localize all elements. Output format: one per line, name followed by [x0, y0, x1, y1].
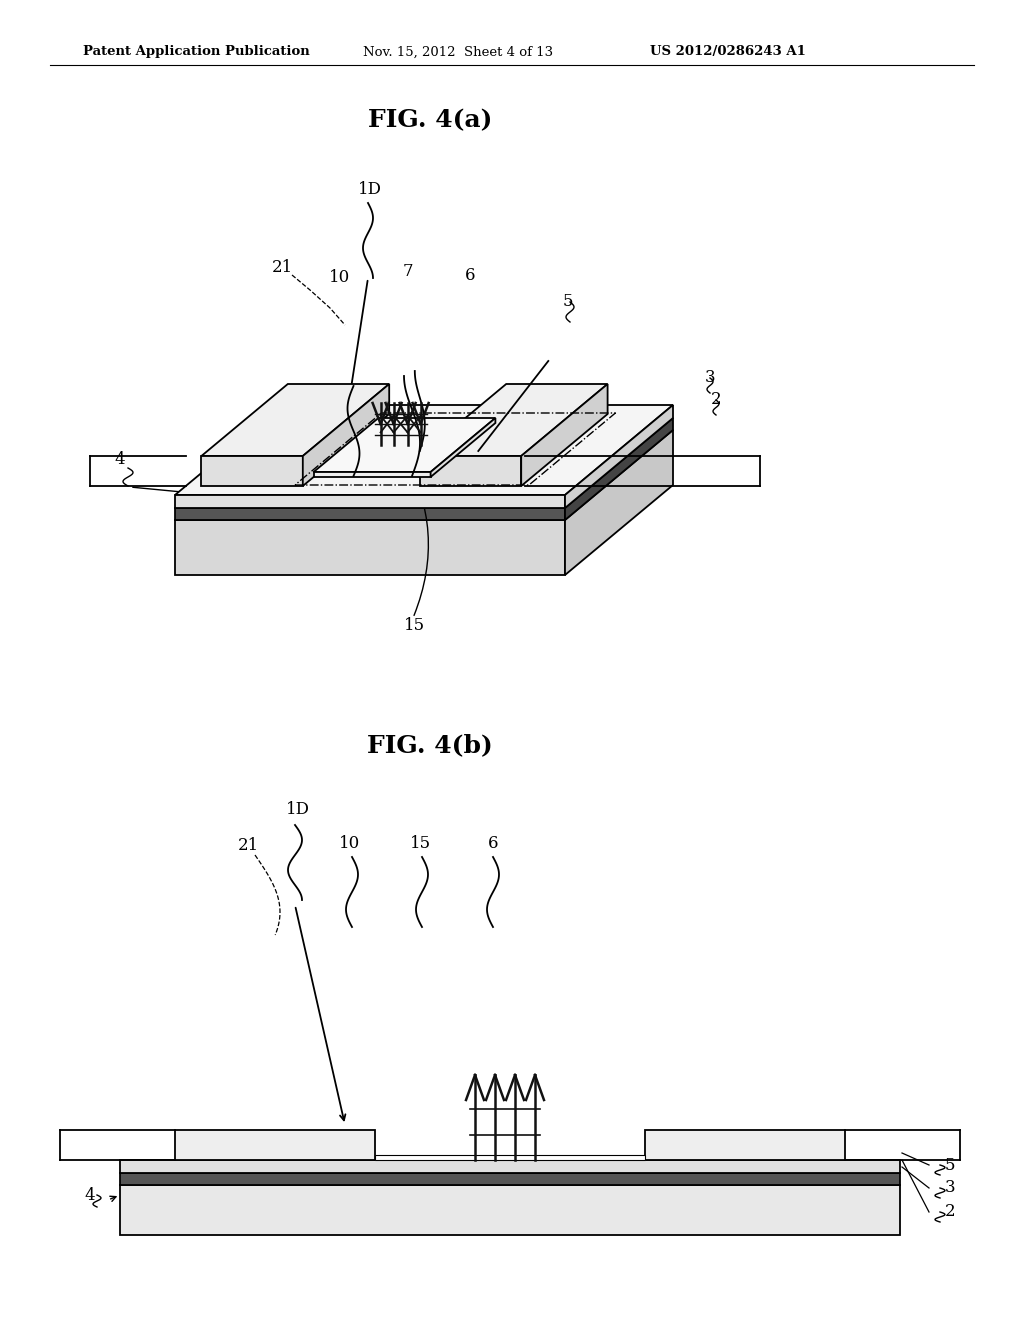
Polygon shape	[175, 520, 565, 576]
Text: 1D: 1D	[286, 801, 310, 818]
Text: 10: 10	[330, 269, 350, 286]
Text: 6: 6	[465, 268, 475, 285]
Text: 6: 6	[487, 834, 499, 851]
Text: 3: 3	[945, 1180, 955, 1196]
Polygon shape	[521, 384, 607, 486]
Text: 15: 15	[410, 834, 430, 851]
Polygon shape	[175, 495, 565, 508]
Text: 4: 4	[85, 1187, 95, 1204]
Polygon shape	[431, 418, 496, 477]
Text: 2: 2	[711, 392, 721, 408]
Text: 5: 5	[945, 1156, 955, 1173]
Polygon shape	[120, 1185, 900, 1236]
Text: Nov. 15, 2012  Sheet 4 of 13: Nov. 15, 2012 Sheet 4 of 13	[362, 45, 553, 58]
Polygon shape	[175, 418, 673, 508]
Polygon shape	[565, 430, 673, 576]
Text: FIG. 4(b): FIG. 4(b)	[368, 733, 493, 756]
Text: 21: 21	[238, 837, 259, 854]
Polygon shape	[202, 455, 303, 486]
Polygon shape	[175, 430, 673, 520]
Polygon shape	[303, 384, 389, 486]
Text: FIG. 4(a): FIG. 4(a)	[368, 108, 493, 132]
Polygon shape	[420, 384, 607, 455]
Polygon shape	[175, 508, 565, 520]
Text: 3: 3	[705, 370, 716, 387]
Text: 1D: 1D	[358, 181, 382, 198]
Polygon shape	[175, 1130, 375, 1160]
Polygon shape	[375, 1155, 645, 1160]
Text: Patent Application Publication: Patent Application Publication	[83, 45, 309, 58]
Text: 7: 7	[402, 264, 414, 281]
Polygon shape	[313, 473, 431, 477]
Text: 2: 2	[945, 1204, 955, 1221]
Text: 4: 4	[115, 451, 125, 469]
Text: US 2012/0286243 A1: US 2012/0286243 A1	[650, 45, 806, 58]
Text: 15: 15	[404, 616, 426, 634]
Text: 10: 10	[339, 834, 360, 851]
Polygon shape	[313, 418, 496, 473]
Polygon shape	[120, 1160, 900, 1173]
Polygon shape	[565, 418, 673, 520]
Polygon shape	[420, 455, 521, 486]
Text: 21: 21	[271, 260, 293, 276]
Polygon shape	[120, 1173, 900, 1185]
Polygon shape	[202, 384, 389, 455]
Text: 5: 5	[563, 293, 573, 310]
Polygon shape	[565, 405, 673, 508]
Polygon shape	[175, 405, 673, 495]
Polygon shape	[645, 1130, 845, 1160]
